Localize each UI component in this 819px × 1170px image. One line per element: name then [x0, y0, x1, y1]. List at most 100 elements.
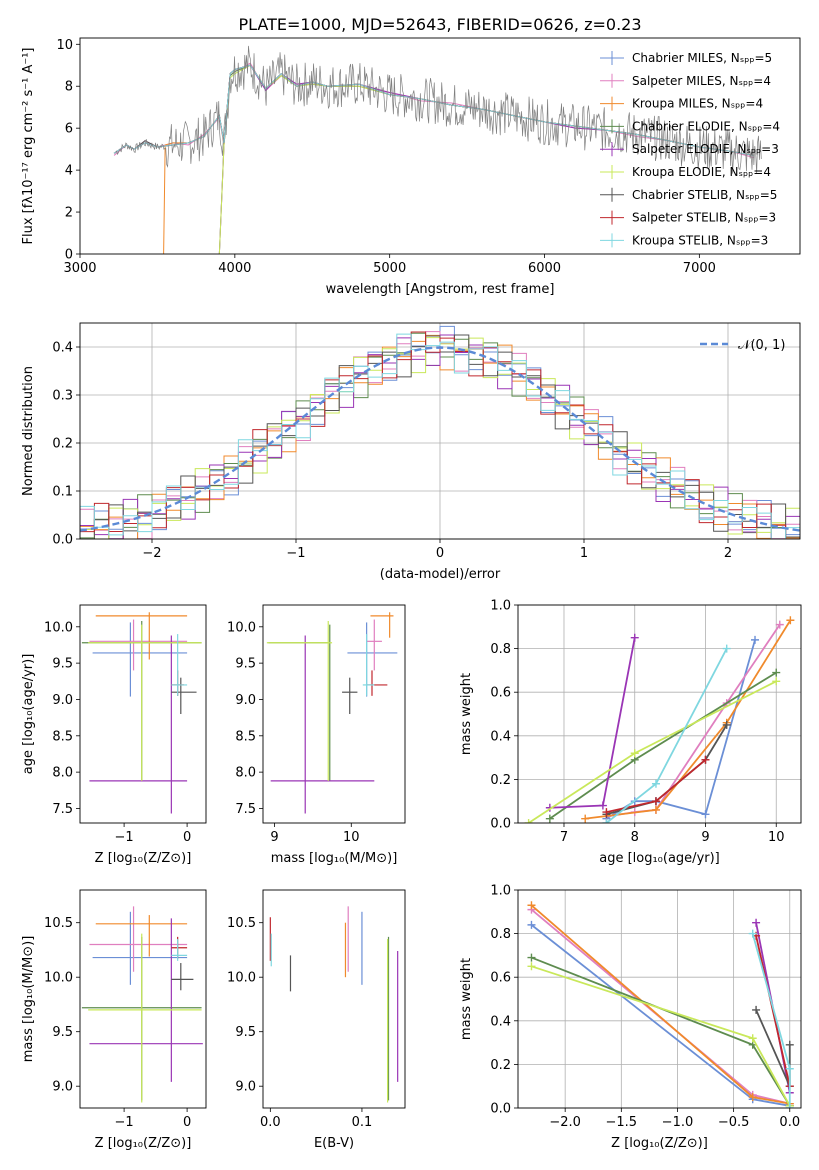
x-tick-label: 0.1	[352, 1115, 373, 1130]
axes-frame	[262, 889, 406, 1109]
series-line	[531, 965, 791, 1107]
x-tick-label: −1	[115, 830, 134, 845]
x-tick-label: 8	[631, 830, 639, 845]
plot-area	[80, 325, 800, 539]
data-point	[527, 901, 536, 910]
y-tick-label: 9.5	[235, 1025, 256, 1040]
data-point	[701, 810, 710, 819]
data-point	[752, 918, 761, 927]
x-tick-label: 0.0	[260, 1115, 281, 1130]
y-tick-label: 0.6	[490, 971, 511, 986]
x-tick-label: −1	[286, 546, 305, 561]
x-tick-label: 2	[724, 546, 732, 561]
y-tick-label: 1.0	[490, 599, 511, 614]
panel-mass_vs_Z: −1 0 9.0 9.5 10.0 10.5 Z [log₁₀(Z/Z⊙)] mass [lo…	[21, 889, 207, 1151]
x-tick-label: 0	[436, 546, 444, 561]
y-tick-label: 4	[65, 164, 73, 179]
series-line	[549, 671, 777, 820]
data-point	[722, 720, 731, 729]
y-tick-label: 10.5	[44, 916, 73, 931]
plot-area	[81, 906, 203, 1103]
data-point	[524, 819, 533, 823]
axes-frame	[79, 604, 207, 824]
y-tick-label: 10	[56, 38, 73, 53]
x-axis-label: mass [log₁₀(M/M⊙)]	[271, 851, 398, 866]
y-tick-label: 2	[65, 206, 73, 221]
legend: Chabrier MILES, Nₛₚₚ=5 Salpeter MILES, Nₛ…	[600, 51, 780, 248]
x-tick-label: 4000	[218, 261, 251, 276]
series-line	[218, 64, 669, 254]
x-axis-label: (data-model)/error	[380, 567, 501, 582]
plot-area	[269, 906, 399, 1103]
y-tick-label: 0.0	[490, 1102, 511, 1117]
observed-spectrum	[115, 45, 762, 174]
legend-label: Salpeter STELIB, Nₛₚₚ=3	[632, 211, 776, 225]
y-tick-label: 9.5	[52, 657, 73, 672]
legend-label: Salpeter ELODIE, Nₛₚₚ=3	[632, 142, 779, 156]
axes-frame	[517, 604, 802, 824]
axes-frame	[517, 889, 802, 1109]
series-line	[530, 924, 790, 1107]
x-tick-label: 6000	[528, 261, 561, 276]
data-point	[602, 819, 611, 823]
y-tick-label: 9.0	[52, 693, 73, 708]
series-line	[218, 64, 669, 254]
y-tick-label: 10.0	[44, 620, 73, 635]
legend-label: Kroupa MILES, Nₛₚₚ=4	[632, 97, 763, 111]
x-axis-label: wavelength [Angstrom, rest frame]	[326, 282, 555, 297]
y-tick-label: 8.5	[235, 729, 256, 744]
data-point	[772, 677, 781, 686]
legend-label: Kroupa STELIB, Nₛₚₚ=3	[632, 233, 768, 247]
x-axis-label: Z [log₁₀(Z/Z⊙)]	[611, 1136, 708, 1151]
y-axis-label: Normed distribution	[21, 366, 36, 496]
x-tick-label: 0	[183, 830, 191, 845]
plot-area	[266, 612, 398, 814]
data-point	[545, 814, 554, 823]
panel-age_vs_Z: −1 0 7.5 8.0 8.5 9.0 9.5 10.0 Z [log₁₀(Z/Z⊙)] age…	[21, 604, 207, 866]
data-point	[785, 1040, 794, 1049]
panel-age_vs_mass: 9 10 7.5 8.0 8.5 9.0 9.5 10.0 mass [log₁₀(M/M⊙)]	[227, 604, 406, 866]
data-point	[527, 920, 536, 929]
x-axis-label: age [log₁₀(age/yr)]	[599, 851, 720, 866]
axes-frame	[79, 37, 801, 255]
plot-area	[81, 612, 202, 814]
legend-label: Chabrier ELODIE, Nₛₚₚ=4	[632, 119, 780, 133]
y-tick-label: 0.4	[52, 341, 73, 356]
series-line	[549, 637, 636, 809]
legend-label: Kroupa ELODIE, Nₛₚₚ=4	[632, 165, 771, 179]
y-tick-label: 0.0	[52, 533, 73, 548]
data-point	[748, 929, 757, 938]
series-line	[218, 64, 669, 254]
data-point	[602, 808, 611, 817]
plot-area	[113, 45, 762, 254]
y-axis-label: mass weight	[459, 673, 474, 755]
y-tick-label: 10.5	[227, 916, 256, 931]
x-tick-label: 3000	[63, 261, 96, 276]
y-tick-label: 10.0	[227, 620, 256, 635]
data-point	[651, 797, 660, 806]
y-tick-label: 8.5	[52, 729, 73, 744]
axes-frame	[79, 889, 207, 1109]
data-point	[630, 633, 639, 642]
y-tick-label: 0.8	[490, 642, 511, 657]
axes-frame	[262, 604, 406, 824]
y-tick-label: 10.0	[227, 971, 256, 986]
y-tick-label: 9.0	[52, 1080, 73, 1095]
y-tick-label: 0	[65, 248, 73, 263]
y-tick-label: 0.2	[490, 773, 511, 788]
y-tick-label: 0.0	[490, 817, 511, 832]
x-tick-label: −1.0	[662, 1115, 694, 1130]
data-point	[527, 962, 536, 971]
plot-area	[527, 901, 794, 1108]
series-line	[163, 64, 754, 254]
y-axis-label: mass weight	[459, 958, 474, 1040]
y-tick-label: 6	[65, 122, 73, 137]
x-axis-label: Z [log₁₀(Z/Z⊙)]	[95, 1136, 192, 1151]
panel-massweight_vs_Z: −2.0 −1.5 −1.0 −0.5 0.0 0.0 0.2 0.4 0.6 0.8 1.0 Z […	[459, 884, 802, 1151]
y-axis-label: age [log₁₀(age/yr)]	[21, 654, 36, 775]
y-tick-label: 8.0	[52, 766, 73, 781]
y-tick-label: 9.0	[235, 693, 256, 708]
data-point	[772, 668, 781, 677]
legend-label: Chabrier MILES, Nₛₚₚ=5	[632, 51, 772, 65]
y-tick-label: 0.2	[52, 437, 73, 452]
